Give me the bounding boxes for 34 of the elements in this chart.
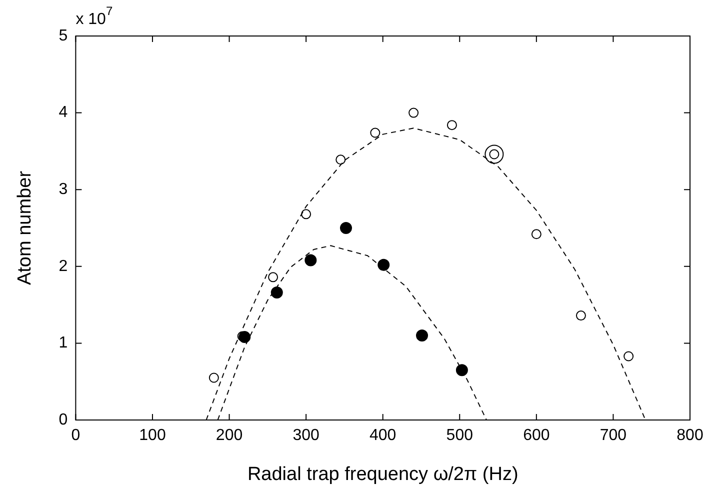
point [456,364,468,376]
y-axis-title: Atom number [14,170,36,286]
x-tick-label: 0 [71,427,80,444]
point [408,108,419,118]
point [304,254,317,266]
point [301,209,312,220]
point [378,258,390,271]
point [370,128,380,138]
y-tick-label: 0 [58,411,68,428]
y-tick-label: 5 [58,27,68,44]
point [624,351,634,362]
x-tick-label: 800 [676,427,704,444]
y-tick-label: 1 [58,334,68,352]
x-tick-label: 400 [370,427,396,444]
x-tick-label: 700 [600,427,627,444]
point [208,372,219,383]
point [576,310,586,321]
x-tick-label: 300 [292,427,320,444]
point [340,222,352,234]
y-tick-label: 4 [58,104,68,122]
y-tick-label: 3 [58,181,68,198]
point [268,272,278,282]
point [531,229,542,240]
x-tick-label: 600 [523,427,550,444]
x-axis-title: Radial trap frequency ω/2π (Hz) [247,464,518,485]
x-tick-label: 200 [216,427,243,444]
point [446,120,457,130]
point [270,286,283,299]
point [416,330,428,342]
point [484,144,504,164]
x-tick-label: 500 [446,427,474,444]
y-tick-label: 2 [58,258,68,275]
point [336,154,346,165]
x-tick-label: 100 [139,427,166,444]
